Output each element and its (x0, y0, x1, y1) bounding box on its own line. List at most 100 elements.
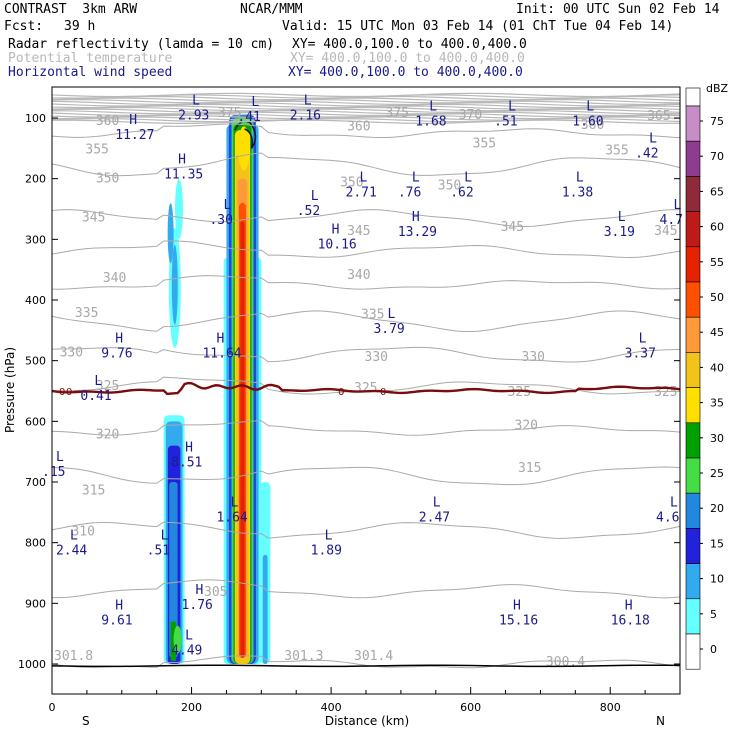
wind-extremum-type: H (412, 210, 420, 225)
reflectivity-shading (163, 114, 271, 665)
y-tick-label: 600 (25, 415, 46, 428)
freezing-level-label: 0 (380, 387, 386, 398)
wind-extremum-value: 2.44 (56, 544, 87, 559)
colorbar-segment (685, 352, 701, 388)
wind-extremum-value: 2.47 (419, 510, 450, 525)
theta-label: 350 (340, 176, 363, 191)
theta-contour-330 (52, 346, 680, 363)
theta-contour-315 (52, 466, 680, 486)
theta-label: 345 (501, 220, 524, 235)
wind-extremum-value: 16.18 (611, 613, 650, 628)
colorbar-segment (685, 140, 701, 177)
wind-extremum-value: 3.79 (373, 322, 404, 337)
colorbar-level-label: 30 (710, 432, 724, 445)
theta-label: 325 (508, 385, 531, 400)
theta-contour-355 (52, 152, 680, 177)
colorbar-level-label: 75 (710, 115, 724, 128)
wind-extremum-type: L (94, 374, 102, 389)
fcst-label: Fcst: (4, 19, 44, 34)
wind-extremum-type: L (304, 94, 312, 109)
wind-extremum-type: H (216, 331, 224, 346)
wind-extremum-type: L (185, 629, 193, 644)
wind-extremum-type: L (639, 331, 647, 346)
y-tick-label: 900 (25, 597, 46, 610)
colorbar-segment (685, 598, 701, 635)
wind-extremum-value: 8.51 (171, 456, 202, 471)
colorbar-level-label: 50 (710, 291, 724, 304)
wind-extremum-value: .42 (635, 146, 658, 161)
theta-label: 325 (354, 381, 377, 396)
field-xy-wind: XY= 400.0,100.0 to 400.0,400.0 (288, 65, 523, 80)
upper-cell-10dbz (171, 244, 178, 325)
x-tick-label: 400 (321, 701, 342, 714)
wind-extremum-value: 2.71 (346, 186, 377, 201)
theta-label: 310 (71, 525, 94, 540)
theta-label: 330 (522, 350, 545, 365)
theta-label: 345 (654, 224, 677, 239)
theta-label: 345 (82, 210, 105, 225)
tower-top-35dbz (237, 126, 250, 171)
theta-label: 320 (96, 427, 119, 442)
wind-extremum-value: 1.89 (311, 544, 342, 559)
wind-extremum-type: L (192, 94, 200, 109)
colorbar-segment (685, 211, 701, 248)
theta-upper-line (52, 117, 680, 123)
wind-extremum-type: L (576, 171, 584, 186)
wind-extremum-value: .41 (237, 110, 260, 125)
theta-label: 365 (647, 109, 670, 124)
wind-extremum-type: H (332, 222, 340, 237)
wind-extremum-type: L (360, 171, 368, 186)
y-tick-label: 400 (25, 294, 46, 307)
wind-extremum-value: .15 (42, 465, 65, 480)
colorbar-segment (685, 281, 701, 318)
theta-label: 301.3 (284, 649, 323, 664)
theta-label: 355 (473, 136, 496, 151)
wind-extremum-type: L (433, 495, 441, 510)
wind-extremum-type: L (311, 189, 319, 204)
endpoint-south: S (82, 714, 90, 728)
theta-upper-line (52, 119, 680, 124)
secondary-cell-20dbz (169, 482, 178, 658)
theta-label: 370 (459, 108, 482, 123)
colorbar-segment (685, 457, 701, 494)
wind-extremum-type: L (412, 171, 420, 186)
org-label: NCAR/MMM (240, 2, 303, 17)
wind-extremum-value: 10.16 (318, 237, 357, 252)
colorbar-level-label: 60 (710, 221, 724, 234)
wind-extremum-value: 4.6 (656, 510, 679, 525)
theta-upper-line (52, 106, 680, 112)
theta-label: 330 (60, 346, 83, 361)
wind-extremum-type: L (325, 529, 333, 544)
colorbar-segment (685, 563, 701, 600)
wind-extremum-type: H (625, 598, 633, 613)
wind-extremum-value: 11.35 (164, 168, 203, 183)
wind-extremum-value: 1.68 (415, 115, 446, 130)
x-tick-label: 600 (460, 701, 481, 714)
field-xy-theta: XY= 400.0,100.0 to 400.0,400.0 (290, 51, 525, 66)
wind-extremum-type: L (586, 100, 594, 115)
theta-label: 360 (347, 119, 370, 134)
theta-label: 325 (96, 379, 119, 394)
fcst-hours: 39 h (64, 19, 96, 34)
wind-extremum-value: 0.41 (80, 389, 111, 404)
theta-label: 375 (385, 106, 408, 121)
colorbar-segment (685, 246, 701, 283)
x-axis-label: Distance (km) (325, 714, 409, 728)
theta-label: 335 (361, 307, 384, 322)
right-cell-10dbz (262, 554, 268, 664)
theta-label: 305 (204, 585, 227, 600)
y-tick-label: 800 (25, 537, 46, 550)
wind-extremum-type: L (56, 450, 64, 465)
model-title: CONTRAST 3km ARW (4, 2, 138, 17)
theta-label: 335 (75, 306, 98, 321)
wind-extremum-type: L (429, 100, 437, 115)
wind-extremum-value: 9.61 (101, 613, 132, 628)
wind-extremum-value: 1.60 (572, 115, 603, 130)
colorbar-unit: dBZ (706, 82, 729, 95)
upper-cell-10dbz (167, 203, 174, 264)
wind-extremum-type: L (251, 95, 259, 110)
colorbar-segment (685, 316, 701, 353)
colorbar-segment (685, 105, 701, 142)
theta-upper-line (52, 100, 680, 106)
